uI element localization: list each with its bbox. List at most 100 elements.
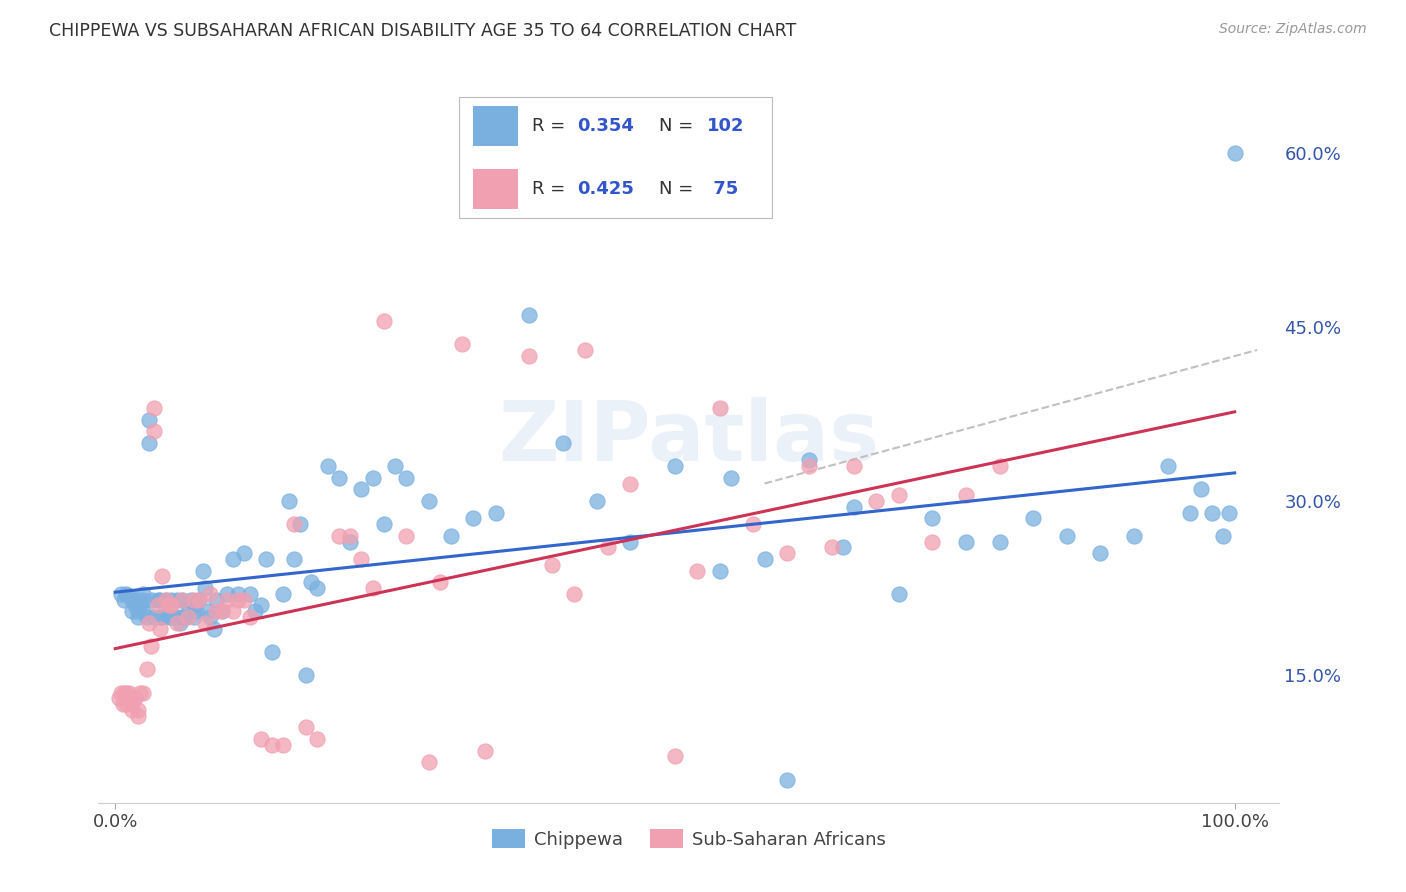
- Point: [350, 552, 373, 566]
- Point: [754, 552, 776, 566]
- Point: [155, 592, 177, 607]
- Point: [305, 731, 328, 746]
- Point: [160, 610, 183, 624]
- Point: [249, 731, 271, 746]
- Point: [157, 610, 180, 624]
- Point: [361, 581, 384, 595]
- Point: [202, 622, 225, 636]
- Point: [1201, 506, 1223, 520]
- Point: [1022, 511, 1045, 525]
- Point: [177, 599, 200, 613]
- Point: [217, 592, 239, 607]
- Point: [294, 668, 316, 682]
- Point: [143, 401, 166, 415]
- Point: [160, 599, 183, 613]
- Point: [149, 622, 172, 636]
- Point: [115, 697, 138, 711]
- Text: N =: N =: [659, 117, 699, 135]
- Point: [138, 412, 160, 426]
- Point: [117, 691, 139, 706]
- Point: [585, 494, 607, 508]
- Point: [921, 511, 943, 525]
- Point: [596, 541, 619, 555]
- Point: [166, 615, 188, 630]
- Text: Source: ZipAtlas.com: Source: ZipAtlas.com: [1219, 22, 1367, 37]
- Point: [1090, 546, 1112, 560]
- Point: [112, 592, 135, 607]
- Point: [157, 599, 180, 613]
- Point: [709, 401, 731, 415]
- Point: [121, 592, 143, 607]
- Point: [138, 615, 160, 630]
- Point: [776, 546, 799, 560]
- Point: [162, 610, 184, 624]
- Point: [842, 459, 865, 474]
- Point: [283, 517, 305, 532]
- Point: [194, 615, 217, 630]
- Point: [107, 691, 129, 706]
- Text: R =: R =: [531, 117, 571, 135]
- Point: [742, 517, 765, 532]
- Point: [188, 592, 211, 607]
- Point: [132, 685, 155, 699]
- Point: [865, 494, 887, 508]
- Point: [138, 436, 160, 450]
- Point: [143, 424, 166, 438]
- Point: [121, 604, 143, 618]
- Point: [955, 488, 977, 502]
- Point: [1189, 483, 1212, 497]
- Point: [172, 592, 194, 607]
- Point: [799, 453, 821, 467]
- Point: [233, 546, 256, 560]
- Point: [132, 592, 155, 607]
- Point: [222, 604, 245, 618]
- Point: [127, 592, 149, 607]
- Point: [117, 685, 139, 699]
- Point: [195, 604, 218, 618]
- Point: [619, 476, 641, 491]
- Point: [173, 610, 195, 624]
- Point: [128, 685, 150, 699]
- Point: [172, 592, 194, 607]
- Point: [283, 552, 305, 566]
- Point: [1178, 506, 1201, 520]
- Point: [183, 610, 205, 624]
- Point: [211, 604, 233, 618]
- Text: ZIPatlas: ZIPatlas: [499, 397, 879, 477]
- Point: [150, 569, 173, 583]
- Point: [200, 610, 222, 624]
- Point: [887, 488, 910, 502]
- Point: [395, 529, 418, 543]
- Legend: Chippewa, Sub-Saharan Africans: Chippewa, Sub-Saharan Africans: [485, 822, 893, 856]
- Point: [194, 581, 217, 595]
- Point: [271, 738, 294, 752]
- Point: [955, 534, 977, 549]
- Point: [821, 541, 844, 555]
- Point: [451, 337, 474, 351]
- Point: [141, 592, 163, 607]
- Point: [418, 494, 440, 508]
- Text: 0.425: 0.425: [576, 180, 634, 198]
- Point: [709, 564, 731, 578]
- Point: [205, 604, 228, 618]
- Point: [191, 564, 214, 578]
- Point: [249, 599, 271, 613]
- Point: [183, 599, 205, 613]
- Point: [373, 314, 395, 328]
- Point: [686, 564, 709, 578]
- Point: [150, 610, 173, 624]
- Point: [260, 645, 283, 659]
- Point: [127, 604, 149, 618]
- FancyBboxPatch shape: [472, 169, 517, 209]
- Text: CHIPPEWA VS SUBSAHARAN AFRICAN DISABILITY AGE 35 TO 64 CORRELATION CHART: CHIPPEWA VS SUBSAHARAN AFRICAN DISABILIT…: [49, 22, 796, 40]
- Point: [842, 500, 865, 514]
- Point: [1122, 529, 1144, 543]
- Point: [988, 459, 1011, 474]
- Point: [384, 459, 406, 474]
- Point: [115, 685, 138, 699]
- Point: [166, 610, 188, 624]
- Point: [429, 575, 451, 590]
- Point: [562, 587, 585, 601]
- Point: [519, 308, 541, 322]
- Point: [288, 517, 311, 532]
